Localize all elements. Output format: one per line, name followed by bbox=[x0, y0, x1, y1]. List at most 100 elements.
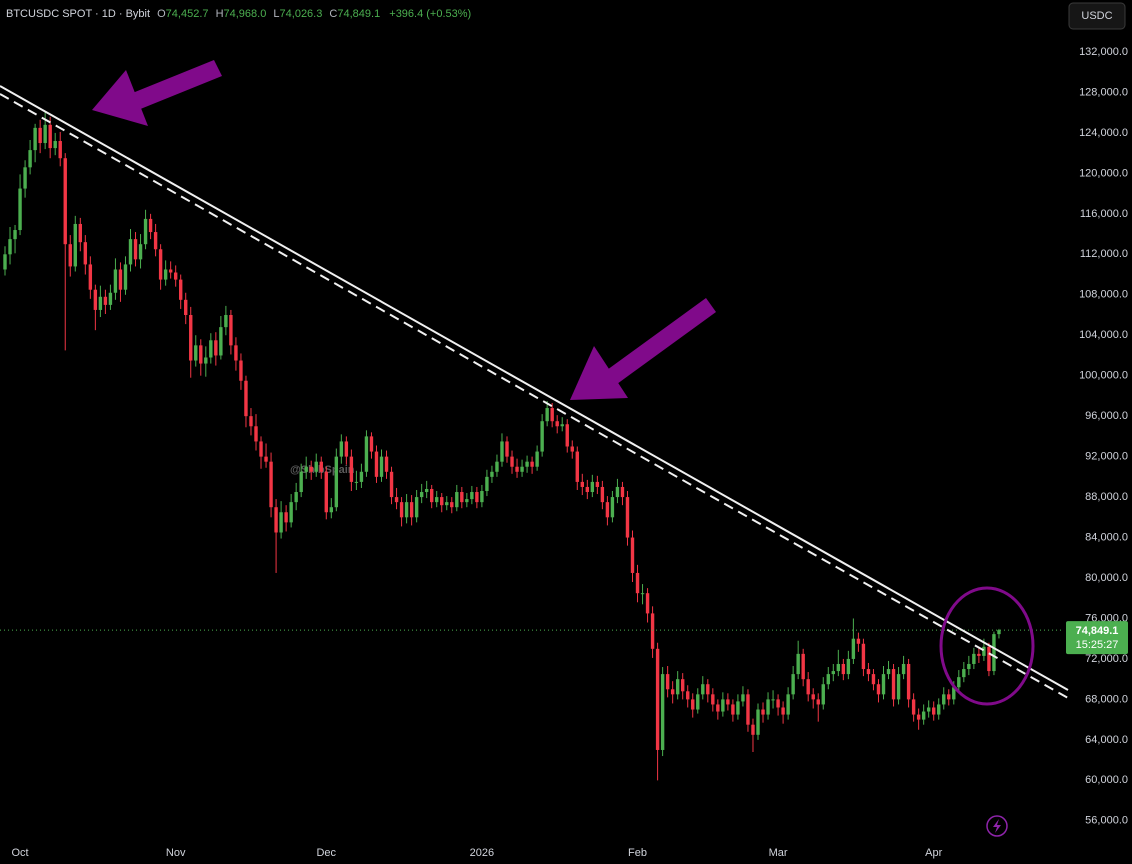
candle-body bbox=[214, 340, 218, 356]
candle-body bbox=[942, 694, 946, 705]
candle-body bbox=[937, 704, 941, 715]
candle-body bbox=[505, 441, 509, 457]
candle-body bbox=[861, 643, 866, 670]
button-frame[interactable] bbox=[1068, 2, 1126, 30]
candle-body bbox=[590, 481, 595, 493]
candle-body bbox=[409, 502, 414, 518]
candle-body bbox=[525, 461, 529, 467]
candle-body bbox=[660, 674, 665, 750]
y-tick-label: 96,000.0 bbox=[1085, 410, 1128, 422]
candle-body bbox=[480, 491, 484, 503]
candle-body bbox=[962, 669, 966, 678]
candle-body bbox=[445, 502, 449, 506]
candle-body bbox=[329, 507, 333, 513]
lightning-button[interactable] bbox=[986, 815, 1008, 837]
candle-body bbox=[184, 299, 188, 315]
candle-body bbox=[510, 456, 514, 467]
candle-body bbox=[354, 481, 359, 483]
candle-body bbox=[289, 502, 293, 523]
candle-body bbox=[756, 709, 760, 735]
candle-body bbox=[746, 694, 750, 725]
candle-body bbox=[450, 502, 454, 508]
candle-body bbox=[344, 441, 349, 457]
price-tag bbox=[1066, 621, 1128, 655]
candle-body bbox=[419, 492, 424, 498]
candle-body bbox=[575, 451, 579, 482]
candle-body bbox=[324, 471, 328, 513]
candle-body bbox=[460, 492, 464, 503]
candle-body bbox=[78, 223, 82, 243]
lightning-icon[interactable] bbox=[993, 819, 1001, 833]
candle-body bbox=[465, 499, 469, 503]
candle-body bbox=[284, 512, 288, 523]
candle-body bbox=[851, 638, 856, 659]
candle-body bbox=[916, 714, 921, 720]
candle-body bbox=[866, 669, 871, 675]
candle-body bbox=[540, 421, 544, 452]
candle-body bbox=[781, 707, 785, 715]
arrow bbox=[92, 60, 222, 126]
candle-body bbox=[896, 674, 901, 700]
candle-body bbox=[113, 269, 118, 293]
candle-body bbox=[319, 461, 323, 472]
candle-body bbox=[470, 492, 474, 500]
x-tick-label: Mar bbox=[769, 847, 788, 859]
arrow-head bbox=[92, 70, 148, 126]
candle-body bbox=[98, 296, 103, 310]
candle-body bbox=[143, 218, 148, 245]
candle-body bbox=[133, 239, 138, 260]
candle-body bbox=[670, 689, 675, 695]
currency-label[interactable]: USDC bbox=[1081, 10, 1112, 22]
candle-body bbox=[475, 492, 479, 503]
trendline-dashed bbox=[0, 93, 1069, 699]
candle-body bbox=[997, 630, 1001, 635]
candle-body bbox=[294, 492, 298, 503]
candle-body bbox=[485, 476, 489, 492]
candle-body bbox=[394, 497, 399, 503]
candle-body bbox=[148, 218, 153, 233]
candle-body bbox=[555, 421, 559, 427]
candle-body bbox=[515, 466, 519, 472]
candle-body bbox=[153, 232, 158, 250]
candle-body bbox=[620, 486, 625, 498]
candle-body bbox=[3, 254, 7, 270]
candle-body bbox=[751, 724, 755, 735]
candle-body bbox=[921, 711, 926, 720]
candle-body bbox=[309, 466, 313, 472]
candle-body bbox=[565, 424, 569, 447]
candle-body bbox=[625, 497, 630, 538]
candle-body bbox=[28, 150, 32, 168]
candle-body bbox=[635, 572, 640, 594]
candle-body bbox=[18, 188, 22, 231]
candle-body bbox=[655, 648, 660, 750]
candle-body bbox=[535, 451, 539, 467]
candle-body bbox=[239, 360, 243, 381]
candle-body bbox=[314, 461, 318, 472]
candle-body bbox=[399, 502, 404, 518]
candle-body bbox=[766, 699, 770, 715]
candle-body bbox=[259, 441, 263, 457]
lightning-ring[interactable] bbox=[986, 815, 1008, 837]
candle-body bbox=[249, 416, 253, 427]
candle-body bbox=[696, 694, 700, 710]
candle-body bbox=[550, 408, 554, 422]
y-tick-label: 68,000.0 bbox=[1085, 693, 1128, 705]
x-tick-label: Nov bbox=[166, 847, 186, 859]
y-tick-label: 56,000.0 bbox=[1085, 815, 1128, 827]
candle-body bbox=[163, 269, 168, 280]
y-tick-label: 64,000.0 bbox=[1085, 734, 1128, 746]
candle-body bbox=[53, 141, 57, 149]
candle-body bbox=[686, 691, 690, 700]
candle-body bbox=[138, 244, 143, 260]
candles bbox=[0, 111, 1062, 781]
candle-body bbox=[43, 124, 47, 144]
candle-body bbox=[992, 634, 996, 672]
candle-body bbox=[33, 127, 37, 151]
currency-button[interactable]: USDC bbox=[1068, 2, 1126, 30]
candle-body bbox=[640, 593, 645, 595]
candle-body bbox=[194, 345, 198, 361]
candle-body bbox=[761, 709, 765, 715]
candle-body bbox=[806, 679, 810, 695]
